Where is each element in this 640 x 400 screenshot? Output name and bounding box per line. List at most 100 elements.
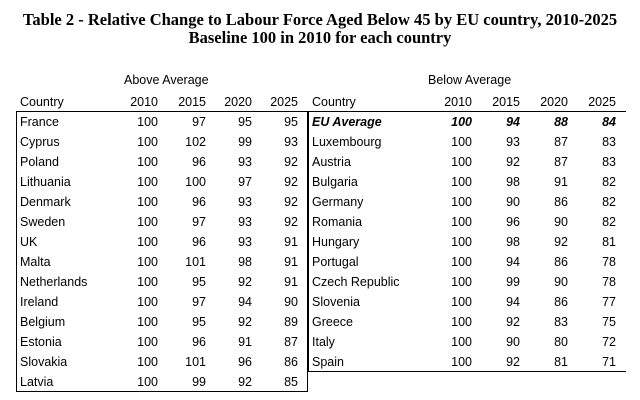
- table-row: Portugal 100 94 86 78: [308, 252, 626, 272]
- value-cell: 100: [137, 355, 158, 369]
- table-row: Latvia 100 99 92 85: [16, 372, 308, 392]
- below-average-table: Country 2010 2015 2020 2025 EU Average 100 94 88…: [308, 92, 626, 372]
- country-cell: Ireland: [20, 295, 59, 309]
- table-row: Belgium 100 95 92 89: [16, 312, 308, 332]
- table-row: Estonia 100 96 91 87: [16, 332, 308, 352]
- table-title: Table 2 - Relative Change to Labour Forc…: [22, 10, 618, 29]
- value-cell: 100: [451, 295, 472, 309]
- table-row: Spain 100 92 81 71: [308, 352, 626, 372]
- value-cell: 94: [506, 255, 520, 269]
- value-cell: 93: [238, 215, 252, 229]
- value-cell: 92: [554, 235, 568, 249]
- value-cell: 82: [602, 195, 616, 209]
- value-cell: 92: [238, 275, 252, 289]
- column-header-year: 2020: [540, 95, 568, 109]
- value-cell: 100: [451, 335, 472, 349]
- table-row: UK 100 96 93 91: [16, 232, 308, 252]
- value-cell: 100: [137, 155, 158, 169]
- value-cell: 95: [284, 115, 298, 129]
- value-cell: 94: [506, 295, 520, 309]
- table-row: Poland 100 96 93 92: [16, 152, 308, 172]
- value-cell: 100: [451, 355, 472, 369]
- value-cell: 72: [602, 335, 616, 349]
- table-row: Czech Republic 100 99 90 78: [308, 272, 626, 292]
- value-cell: 91: [554, 175, 568, 189]
- value-cell: 82: [602, 215, 616, 229]
- country-cell: Poland: [20, 155, 59, 169]
- value-cell: 100: [451, 255, 472, 269]
- table-row: Austria 100 92 87 83: [308, 152, 626, 172]
- country-cell: Latvia: [20, 375, 54, 389]
- country-cell: Estonia: [20, 335, 62, 349]
- table-row: Romania 100 96 90 82: [308, 212, 626, 232]
- value-cell: 99: [238, 135, 252, 149]
- value-cell: 89: [284, 315, 298, 329]
- value-cell: 78: [602, 255, 616, 269]
- value-cell: 92: [284, 215, 298, 229]
- value-cell: 82: [602, 175, 616, 189]
- value-cell: 100: [137, 135, 158, 149]
- country-cell: Cyprus: [20, 135, 60, 149]
- table-header-row: Country 2010 2015 2020 2025: [308, 92, 626, 112]
- value-cell: 97: [192, 295, 206, 309]
- value-cell: 98: [506, 235, 520, 249]
- value-cell: 86: [284, 355, 298, 369]
- table-row: Slovenia 100 94 86 77: [308, 292, 626, 312]
- table-row: Italy 100 90 80 72: [308, 332, 626, 352]
- value-cell: 92: [284, 155, 298, 169]
- country-cell: Belgium: [20, 315, 66, 329]
- value-cell: 71: [602, 355, 616, 369]
- value-cell: 100: [451, 155, 472, 169]
- column-header-year: 2025: [270, 95, 298, 109]
- table-row: Luxembourg 100 93 87 83: [308, 132, 626, 152]
- value-cell: 83: [554, 315, 568, 329]
- country-cell: EU Average: [312, 115, 382, 129]
- column-header-country: Country: [20, 95, 64, 109]
- value-cell: 90: [506, 195, 520, 209]
- country-cell: Portugal: [312, 255, 359, 269]
- value-cell: 93: [238, 195, 252, 209]
- value-cell: 97: [238, 175, 252, 189]
- value-cell: 92: [506, 155, 520, 169]
- value-cell: 88: [554, 115, 568, 129]
- value-cell: 92: [506, 355, 520, 369]
- value-cell: 100: [137, 295, 158, 309]
- value-cell: 87: [284, 335, 298, 349]
- value-cell: 91: [284, 255, 298, 269]
- value-cell: 94: [506, 115, 520, 129]
- value-cell: 97: [192, 115, 206, 129]
- group-label-above: Above Average: [124, 73, 209, 87]
- table-subtitle: Baseline 100 in 2010 for each country: [188, 28, 452, 47]
- country-cell: Sweden: [20, 215, 66, 229]
- value-cell: 96: [506, 215, 520, 229]
- table-row: Bulgaria 100 98 91 82: [308, 172, 626, 192]
- table-row: Netherlands 100 95 92 91: [16, 272, 308, 292]
- value-cell: 87: [554, 155, 568, 169]
- value-cell: 100: [137, 215, 158, 229]
- value-cell: 100: [451, 275, 472, 289]
- country-cell: Slovakia: [20, 355, 68, 369]
- value-cell: 90: [284, 295, 298, 309]
- country-cell: Bulgaria: [312, 175, 358, 189]
- value-cell: 93: [506, 135, 520, 149]
- value-cell: 98: [238, 255, 252, 269]
- value-cell: 100: [137, 275, 158, 289]
- column-header-year: 2015: [492, 95, 520, 109]
- country-cell: Hungary: [312, 235, 360, 249]
- table-row: Sweden 100 97 93 92: [16, 212, 308, 232]
- value-cell: 87: [554, 135, 568, 149]
- value-cell: 92: [284, 195, 298, 209]
- value-cell: 92: [506, 315, 520, 329]
- country-cell: Romania: [312, 215, 363, 229]
- column-header-year: 2010: [444, 95, 472, 109]
- country-cell: Czech Republic: [312, 275, 400, 289]
- value-cell: 100: [137, 375, 158, 389]
- value-cell: 92: [238, 315, 252, 329]
- table-row: Ireland 100 97 94 90: [16, 292, 308, 312]
- country-cell: UK: [20, 235, 38, 249]
- value-cell: 80: [554, 335, 568, 349]
- value-cell: 83: [602, 155, 616, 169]
- column-header-year: 2020: [224, 95, 252, 109]
- country-cell: Lithuania: [20, 175, 71, 189]
- value-cell: 100: [451, 215, 472, 229]
